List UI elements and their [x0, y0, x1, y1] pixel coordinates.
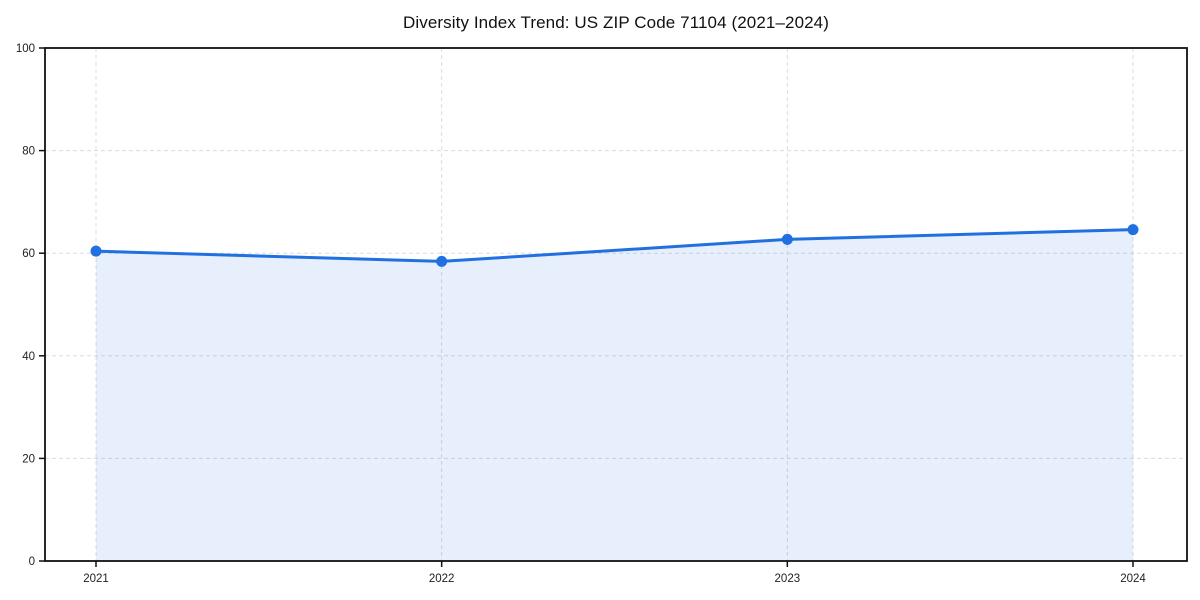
- x-axis-tick-label: 2023: [775, 573, 801, 585]
- x-axis-tick-label: 2022: [429, 573, 455, 585]
- y-axis-tick-label: 100: [16, 43, 35, 55]
- y-axis-tick-label: 40: [22, 351, 35, 363]
- area-fill: [96, 229, 1133, 562]
- data-point-marker: [436, 255, 448, 267]
- chart-title: Diversity Index Trend: US ZIP Code 71104…: [402, 13, 830, 32]
- y-axis-tick-label: 60: [22, 248, 35, 260]
- y-axis-tick-label: 0: [29, 556, 35, 568]
- data-point-marker: [781, 233, 793, 245]
- x-axis-tick-label: 2021: [83, 573, 109, 585]
- data-point-marker: [1127, 224, 1139, 236]
- x-axis-tick-label: 2024: [1120, 573, 1146, 585]
- data-point-marker: [90, 245, 102, 257]
- plot-border: [44, 47, 1188, 562]
- y-axis-tick-label: 20: [22, 453, 35, 465]
- y-axis-tick-label: 80: [22, 146, 35, 158]
- trend-line: [94, 228, 1135, 263]
